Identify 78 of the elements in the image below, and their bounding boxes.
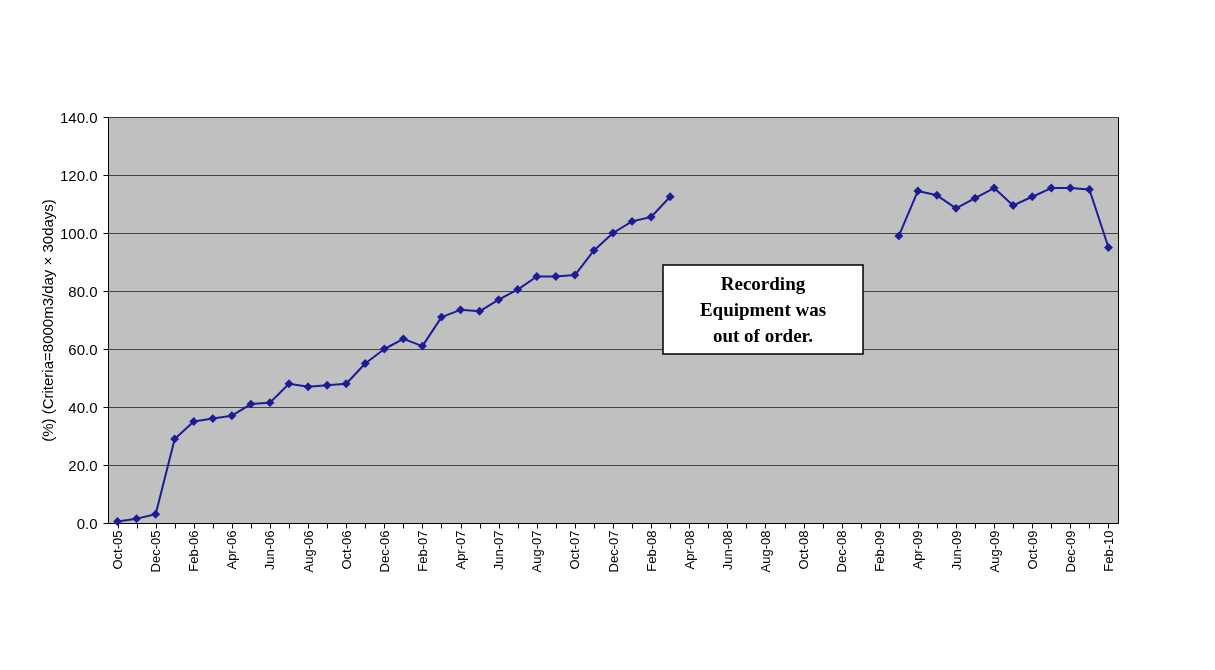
y-tick-label: 0.0 [76, 514, 98, 532]
y-tick-label: 20.0 [68, 456, 98, 474]
x-tick-label: Oct-05 [110, 530, 126, 570]
x-tick-label: Feb-08 [643, 530, 659, 572]
x-tick-label: Oct-06 [338, 530, 354, 570]
y-axis-title: (%) (Criteria=8000m3/day × 30days) [38, 199, 56, 442]
point [1104, 243, 1113, 252]
x-tick-label: Apr-08 [681, 530, 697, 570]
point [513, 285, 523, 295]
point [1027, 192, 1037, 202]
point [208, 414, 218, 424]
x-tick-label: Oct-08 [796, 530, 812, 570]
point [303, 382, 313, 392]
point [646, 212, 656, 222]
point [437, 312, 446, 322]
y-tick-label: 80.0 [68, 282, 98, 300]
point [265, 398, 275, 408]
x-tick-label: Aug-09 [986, 530, 1002, 573]
point [589, 245, 599, 255]
point [227, 411, 237, 421]
point [551, 272, 561, 281]
x-tick-label: Dec-09 [1062, 530, 1078, 573]
x-tick-label: Dec-06 [376, 530, 392, 573]
point [379, 344, 389, 354]
annotation: Recording Equipment was out of order. [699, 273, 827, 346]
point [246, 399, 256, 409]
x-tick-label: Aug-06 [300, 530, 316, 573]
x-tick-label: Feb-07 [414, 530, 430, 572]
x-tick-label: Jun-06 [262, 530, 278, 571]
point [570, 270, 580, 280]
y-tick-label: 60.0 [68, 340, 98, 358]
x-tick-label: Jun-09 [948, 530, 964, 571]
point [341, 379, 351, 389]
y-tick-label: 140.0 [59, 108, 98, 126]
y-tick-label: 40.0 [68, 398, 98, 416]
point [360, 359, 370, 368]
point [932, 190, 942, 200]
point [284, 379, 294, 389]
point [894, 231, 904, 241]
y-tick-label: 120.0 [59, 166, 98, 184]
point [113, 517, 122, 527]
point [151, 509, 161, 519]
x-tick-label: Oct-09 [1024, 530, 1040, 570]
x-tick-label: Feb-09 [872, 530, 888, 572]
point [322, 380, 332, 390]
point [665, 192, 675, 202]
point [532, 272, 542, 281]
x-tick-label: Dec-07 [605, 530, 621, 573]
point [189, 417, 199, 426]
point [951, 203, 961, 213]
point [132, 514, 142, 524]
point [970, 193, 980, 203]
x-tick-label: Apr-09 [910, 530, 926, 570]
point [1084, 185, 1094, 194]
point [417, 341, 427, 351]
x-tick-label: Jun-07 [491, 530, 507, 571]
point [627, 216, 637, 226]
point [475, 306, 485, 316]
point [456, 305, 466, 315]
point [608, 228, 618, 238]
point [170, 434, 180, 444]
x-tick-label: Feb-06 [186, 530, 202, 572]
x-tick-label: Jun-08 [719, 530, 735, 571]
point [1046, 183, 1056, 193]
x-tick-label: Feb-10 [1100, 530, 1116, 572]
point [1008, 200, 1018, 210]
x-tick-label: Dec-05 [148, 530, 164, 573]
x-tick-label: Apr-06 [224, 530, 240, 570]
y-tick-label: 100.0 [59, 224, 98, 242]
x-tick-label: Dec-08 [834, 530, 850, 573]
x-tick-label: Oct-07 [567, 530, 583, 570]
point [913, 186, 923, 196]
x-tick-label: Apr-07 [453, 530, 469, 570]
point [398, 334, 408, 344]
point [989, 183, 999, 193]
x-tick-label: Aug-07 [529, 530, 545, 573]
point [494, 295, 504, 305]
x-tick-label: Aug-08 [757, 530, 773, 573]
